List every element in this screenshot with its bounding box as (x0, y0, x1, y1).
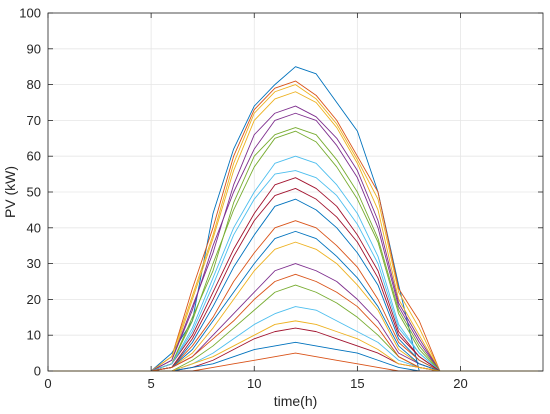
x-tick-label: 0 (44, 376, 51, 391)
y-tick-label: 80 (27, 77, 41, 92)
y-tick-label: 10 (27, 328, 41, 343)
x-axis-label: time(h) (274, 393, 318, 409)
axis-ticks: 0 5 10 15 20 0 10 20 30 40 50 60 70 80 90 100 (19, 6, 543, 391)
y-tick-label: 90 (27, 41, 41, 56)
y-tick-label: 30 (27, 256, 41, 271)
y-tick-label: 70 (27, 113, 41, 128)
y-tick-label: 0 (34, 364, 41, 379)
y-tick-label: 100 (19, 6, 41, 21)
x-tick-label: 15 (350, 376, 364, 391)
y-tick-label: 50 (27, 185, 41, 200)
y-tick-label: 20 (27, 292, 41, 307)
y-tick-label: 60 (27, 149, 41, 164)
y-axis-label: PV (kW) (2, 166, 18, 218)
x-tick-label: 20 (453, 376, 467, 391)
x-tick-label: 5 (148, 376, 155, 391)
x-tick-label: 10 (247, 376, 261, 391)
y-tick-label: 40 (27, 220, 41, 235)
